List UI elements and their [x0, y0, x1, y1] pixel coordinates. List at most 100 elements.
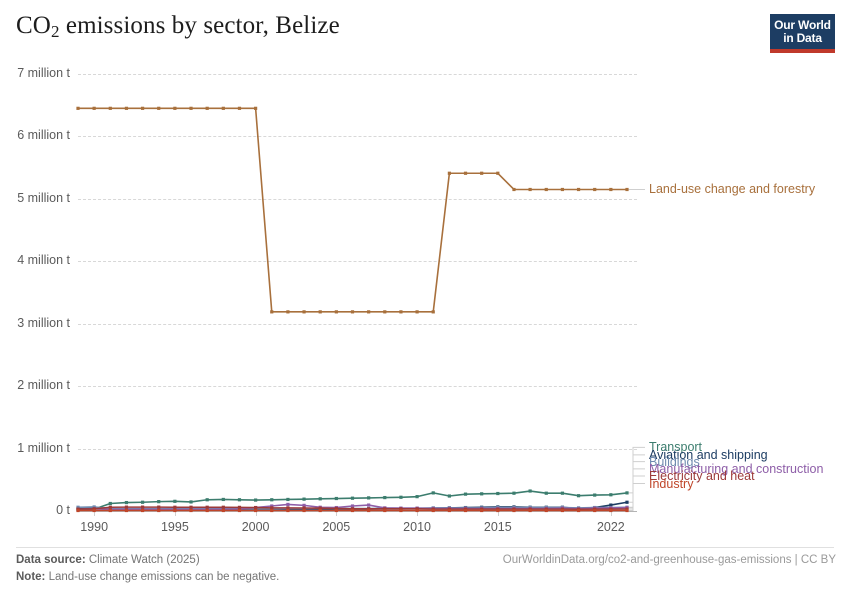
- series-label[interactable]: Buildings: [649, 454, 700, 469]
- series-point-marker: [334, 310, 338, 314]
- series-label[interactable]: Electricity and heat: [649, 469, 755, 484]
- series-point-marker: [173, 499, 177, 503]
- series-point-marker: [367, 507, 371, 511]
- series-point-marker: [593, 493, 597, 497]
- series-point-marker: [350, 507, 355, 511]
- series-point-marker: [463, 492, 468, 496]
- series-point-marker: [625, 491, 629, 495]
- series-point-marker: [302, 497, 306, 501]
- owid-logo[interactable]: Our World in Data: [770, 14, 835, 53]
- series-point-marker: [383, 495, 387, 500]
- series-point-marker: [124, 508, 129, 513]
- series-point-marker: [76, 508, 80, 513]
- series-point-marker: [189, 500, 193, 504]
- series-point-marker: [140, 500, 145, 504]
- series-point-marker: [576, 494, 581, 498]
- series-point-marker: [140, 505, 145, 509]
- series-point-marker: [157, 106, 161, 110]
- series-point-marker: [189, 508, 193, 513]
- series-point-marker: [254, 106, 258, 110]
- series-point-marker: [399, 310, 403, 314]
- series-point-marker: [609, 503, 613, 507]
- series-point-marker: [302, 503, 306, 507]
- series-label-leader: [627, 483, 645, 512]
- series-point-marker: [576, 187, 581, 192]
- series-label[interactable]: Land-use change and forestry: [649, 182, 816, 197]
- series-point-marker: [431, 508, 435, 513]
- series-point-marker: [302, 506, 306, 510]
- x-axis-tick: [610, 511, 612, 516]
- x-axis-tick: [94, 511, 96, 516]
- series-point-marker: [254, 505, 258, 510]
- series-point-marker: [286, 506, 290, 510]
- series-point-marker: [576, 508, 581, 513]
- series-point-marker: [593, 508, 597, 513]
- label-leader-lines: [627, 188, 645, 512]
- series-point-marker: [350, 310, 355, 314]
- series-point-marker: [560, 508, 565, 513]
- series-line[interactable]: [78, 107, 627, 313]
- x-axis-tick: [255, 511, 257, 516]
- series-point-marker: [173, 508, 177, 513]
- series-point-marker: [205, 106, 209, 110]
- series-point-marker: [593, 187, 597, 192]
- series-point-marker: [512, 508, 516, 513]
- logo-line-1: Our World: [774, 18, 831, 32]
- y-gridline: [78, 448, 637, 450]
- series-point-marker: [205, 505, 209, 509]
- y-axis-tick-label: 4 million t: [17, 253, 70, 268]
- series-point-marker: [496, 171, 500, 175]
- series-point-marker: [480, 171, 484, 175]
- series-point-marker: [318, 506, 322, 510]
- series-label[interactable]: Industry: [649, 476, 694, 491]
- series-point-marker: [318, 310, 322, 314]
- series-label[interactable]: Manufacturing and construction: [649, 461, 824, 476]
- series-point-marker: [350, 496, 355, 500]
- series-point-marker: [415, 507, 419, 511]
- series-point-marker: [609, 187, 613, 192]
- series-point-marker: [286, 502, 290, 507]
- series-point-marker: [367, 310, 371, 314]
- series-point-marker: [431, 491, 435, 495]
- series-point-marker: [544, 508, 548, 513]
- series-point-marker: [108, 505, 112, 509]
- series-point-marker: [334, 506, 338, 511]
- series-label[interactable]: Aviation and shipping: [649, 447, 768, 462]
- series-point-marker: [140, 106, 145, 110]
- series-point-marker: [318, 508, 322, 513]
- series-point-marker: [221, 497, 225, 502]
- series-point-marker: [157, 508, 161, 513]
- series-point-marker: [625, 500, 629, 504]
- x-axis-tick: [417, 511, 419, 516]
- series-point-marker: [92, 106, 96, 110]
- series-point-marker: [270, 508, 274, 513]
- y-axis-tick-label: 0 t: [56, 503, 70, 517]
- series-point-marker: [286, 497, 290, 502]
- series-point-marker: [189, 505, 193, 509]
- chart-footer: Data source: Climate Watch (2025) OurWor…: [16, 547, 836, 588]
- series-point-marker: [76, 106, 80, 110]
- owid-url[interactable]: OurWorldinData.org/co2-and-greenhouse-ga…: [502, 554, 836, 566]
- series-point-marker: [302, 508, 306, 513]
- y-axis-tick-label: 3 million t: [17, 315, 70, 330]
- series-point-marker: [124, 500, 129, 505]
- footer-row-note: Note: Land-use change emissions can be n…: [16, 571, 836, 588]
- title-subscript: 2: [50, 21, 60, 41]
- series-point-marker: [270, 504, 274, 508]
- y-axis-tick-label: 5 million t: [17, 190, 70, 205]
- series-label[interactable]: Transport: [649, 440, 703, 455]
- y-axis-tick-label: 7 million t: [17, 66, 70, 80]
- series-point-marker: [286, 310, 290, 314]
- series-point-marker: [189, 106, 193, 110]
- y-gridline: [78, 198, 637, 200]
- series-point-marker: [302, 310, 306, 314]
- x-axis-tick: [497, 511, 499, 516]
- series-point-marker: [76, 505, 80, 509]
- y-axis-tick-label: 2 million t: [17, 378, 70, 393]
- x-axis-tick-label: 1990: [80, 520, 109, 534]
- series-point-marker: [399, 495, 403, 499]
- series-point-marker: [124, 106, 129, 110]
- series-point-marker: [92, 508, 96, 513]
- series-point-marker: [431, 310, 435, 314]
